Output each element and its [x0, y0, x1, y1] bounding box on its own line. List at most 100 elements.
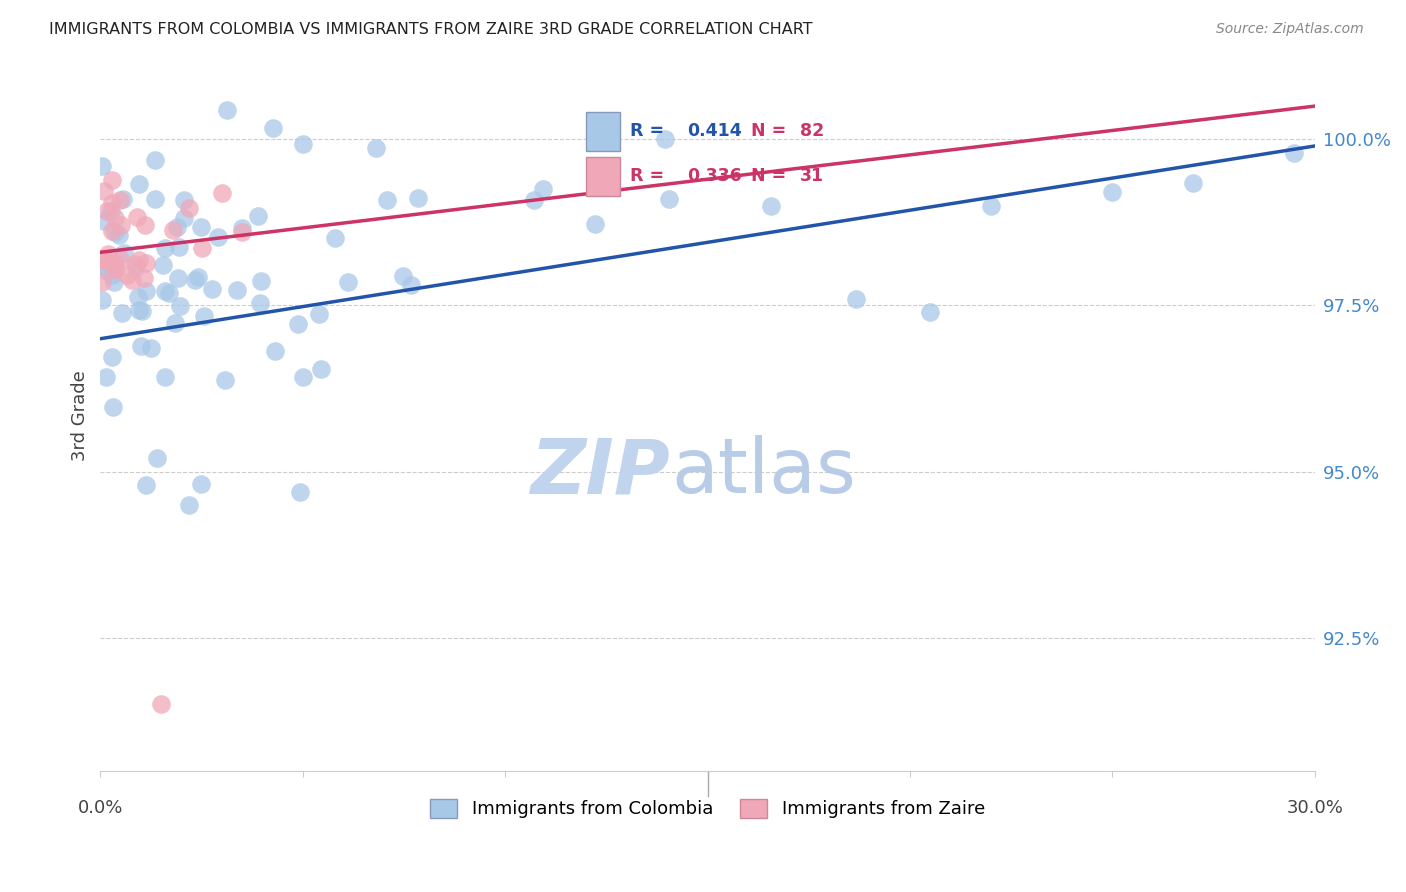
Point: [143, 192, 166, 206]
Point: [214, 373, 236, 387]
Point: [215, 103, 238, 117]
Point: [173, 211, 195, 225]
Point: [226, 283, 249, 297]
Point: [167, 271, 190, 285]
Text: 30.0%: 30.0%: [1286, 799, 1343, 817]
Point: [91, 293, 114, 307]
Point: [93, 184, 115, 198]
Text: R =: R =: [630, 122, 671, 140]
Point: [190, 241, 212, 255]
Point: [121, 273, 143, 287]
Point: [125, 210, 148, 224]
Point: [337, 275, 360, 289]
Y-axis label: 3rd Grade: 3rd Grade: [72, 370, 89, 460]
Point: [150, 698, 173, 712]
Point: [308, 308, 330, 322]
Point: [91, 252, 114, 267]
Point: [128, 253, 150, 268]
Point: [141, 341, 163, 355]
Point: [96, 264, 118, 278]
Point: [134, 218, 156, 232]
Point: [190, 219, 212, 234]
Point: [107, 227, 129, 242]
Point: [103, 276, 125, 290]
Point: [391, 269, 413, 284]
Point: [135, 285, 157, 299]
Point: [124, 260, 146, 274]
Point: [364, 141, 387, 155]
Point: [980, 199, 1002, 213]
Point: [193, 310, 215, 324]
Point: [101, 350, 124, 364]
Point: [262, 120, 284, 135]
Point: [97, 246, 120, 260]
Point: [290, 484, 312, 499]
Point: [654, 132, 676, 146]
Point: [169, 239, 191, 253]
Point: [399, 278, 422, 293]
Point: [91, 252, 114, 267]
Text: 0.0%: 0.0%: [77, 799, 124, 817]
Point: [153, 370, 176, 384]
Point: [103, 261, 125, 276]
Point: [292, 136, 315, 151]
Point: [250, 274, 273, 288]
Point: [1182, 176, 1205, 190]
Point: [127, 290, 149, 304]
Point: [131, 339, 153, 353]
Point: [658, 192, 681, 206]
Text: Source: ZipAtlas.com: Source: ZipAtlas.com: [1216, 22, 1364, 37]
Point: [100, 204, 122, 219]
Point: [207, 230, 229, 244]
Point: [179, 498, 201, 512]
Point: [169, 299, 191, 313]
Text: 0.336: 0.336: [688, 168, 741, 186]
Point: [132, 271, 155, 285]
Point: [187, 270, 209, 285]
Point: [231, 221, 253, 235]
Point: [104, 211, 127, 225]
Point: [100, 196, 122, 211]
Text: IMMIGRANTS FROM COLOMBIA VS IMMIGRANTS FROM ZAIRE 3RD GRADE CORRELATION CHART: IMMIGRANTS FROM COLOMBIA VS IMMIGRANTS F…: [49, 22, 813, 37]
Point: [104, 262, 127, 277]
Point: [124, 257, 146, 271]
Point: [128, 303, 150, 318]
Point: [531, 182, 554, 196]
Point: [287, 317, 309, 331]
Point: [249, 295, 271, 310]
Point: [523, 193, 546, 207]
Point: [263, 343, 285, 358]
Point: [111, 306, 134, 320]
Point: [166, 219, 188, 234]
Point: [1284, 145, 1306, 160]
Point: [309, 361, 332, 376]
Point: [190, 477, 212, 491]
Point: [377, 193, 399, 207]
Point: [96, 370, 118, 384]
Point: [112, 246, 135, 260]
Point: [100, 268, 122, 282]
Point: [91, 258, 114, 272]
Point: [131, 304, 153, 318]
Point: [1101, 185, 1123, 199]
Point: [155, 241, 177, 255]
FancyBboxPatch shape: [586, 112, 620, 151]
Point: [162, 223, 184, 237]
Point: [152, 258, 174, 272]
Point: [146, 451, 169, 466]
Point: [759, 199, 782, 213]
Point: [201, 282, 224, 296]
Point: [145, 153, 167, 168]
Point: [845, 292, 868, 306]
Text: R =: R =: [630, 168, 671, 186]
Point: [91, 159, 114, 173]
Point: [406, 191, 429, 205]
Point: [115, 268, 138, 283]
Point: [184, 273, 207, 287]
Point: [101, 224, 124, 238]
Point: [93, 214, 115, 228]
Point: [135, 478, 157, 492]
Point: [112, 192, 135, 206]
Point: [323, 231, 346, 245]
Point: [246, 209, 269, 223]
